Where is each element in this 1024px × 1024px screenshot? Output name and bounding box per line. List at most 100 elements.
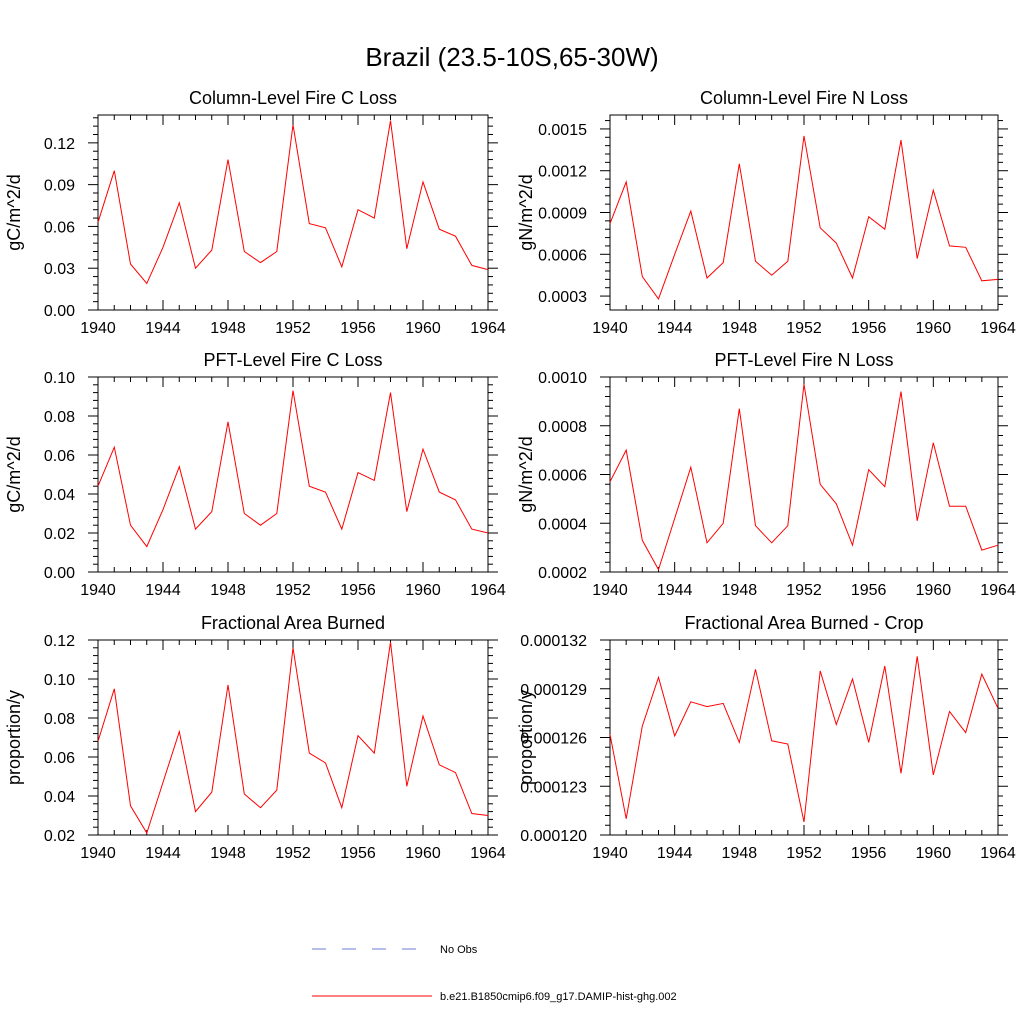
y-tick-label: 0.02 bbox=[44, 828, 75, 845]
y-tick-label: 0.00 bbox=[44, 565, 75, 582]
x-tick-label: 1944 bbox=[145, 845, 181, 862]
y-tick-label: 0.0003 bbox=[538, 289, 587, 306]
x-tick-label: 1944 bbox=[657, 582, 693, 599]
plot-frame bbox=[609, 376, 999, 573]
x-tick-label: 1956 bbox=[851, 582, 887, 599]
x-tick-label: 1956 bbox=[340, 845, 376, 862]
y-tick-label: 0.0006 bbox=[538, 468, 587, 485]
y-tick-label: 0.06 bbox=[44, 219, 75, 236]
x-tick-label: 1944 bbox=[657, 320, 693, 337]
panel-6: 1940 1944 1948 1952 1956 1960 1964 0.000120 0.00… bbox=[516, 613, 1016, 862]
y-tick-label: 0.08 bbox=[44, 409, 75, 426]
x-tick-label: 1940 bbox=[80, 320, 116, 337]
x-tick-label: 1956 bbox=[851, 845, 887, 862]
y-axis-label: gN/m^2/d bbox=[516, 436, 536, 512]
y-axis-label: gC/m^2/d bbox=[4, 436, 24, 512]
x-tick-label: 1952 bbox=[786, 845, 822, 862]
x-tick-label: 1964 bbox=[980, 320, 1016, 337]
figure-title: Brazil (23.5-10S,65-30W) bbox=[365, 42, 658, 72]
y-tick-label: 0.000123 bbox=[520, 779, 587, 796]
x-tick-label: 1960 bbox=[405, 582, 441, 599]
y-tick-label: 0.09 bbox=[44, 178, 75, 195]
series-line bbox=[97, 390, 489, 548]
y-tick-label: 0.06 bbox=[44, 750, 75, 767]
panel-title: Fractional Area Burned - Crop bbox=[684, 613, 923, 633]
x-tick-label: 1948 bbox=[722, 845, 758, 862]
panel-5: 1940 1944 1948 1952 1956 1960 1964 0.02 0.04 0.06… bbox=[4, 613, 506, 862]
plot-frame bbox=[97, 114, 489, 311]
panel-title: PFT-Level Fire N Loss bbox=[714, 350, 893, 370]
y-axis-label: gC/m^2/d bbox=[4, 174, 24, 250]
plot-frame bbox=[97, 376, 489, 573]
x-tick-label: 1944 bbox=[657, 845, 693, 862]
x-tick-label: 1952 bbox=[275, 845, 311, 862]
y-tick-label: 0.0002 bbox=[538, 565, 587, 582]
x-tick-label: 1940 bbox=[592, 320, 628, 337]
series-line bbox=[97, 641, 489, 835]
x-tick-label: 1956 bbox=[340, 582, 376, 599]
y-axis-label: gN/m^2/d bbox=[516, 174, 536, 250]
series-line bbox=[97, 120, 489, 285]
x-tick-label: 1944 bbox=[145, 582, 181, 599]
x-tick-label: 1948 bbox=[722, 582, 758, 599]
x-tick-label: 1944 bbox=[145, 320, 181, 337]
panel-title: PFT-Level Fire C Loss bbox=[203, 350, 382, 370]
y-tick-label: 0.0010 bbox=[538, 370, 587, 387]
y-tick-label: 0.06 bbox=[44, 448, 75, 465]
y-tick-label: 0.000126 bbox=[520, 731, 587, 748]
x-tick-label: 1940 bbox=[592, 845, 628, 862]
y-tick-label: 0.02 bbox=[44, 526, 75, 543]
y-tick-label: 0.0006 bbox=[538, 247, 587, 264]
plot-frame bbox=[97, 639, 489, 836]
y-tick-label: 0.10 bbox=[44, 672, 75, 689]
panel-1: 1940 1944 1948 1952 1956 1960 1964 0.00 0.03 0.06… bbox=[4, 88, 506, 337]
series-line bbox=[609, 384, 999, 571]
y-tick-label: 0.0004 bbox=[538, 516, 587, 533]
x-tick-label: 1952 bbox=[786, 320, 822, 337]
y-tick-label: 0.000120 bbox=[520, 828, 587, 845]
x-tick-label: 1940 bbox=[80, 582, 116, 599]
x-tick-label: 1952 bbox=[786, 582, 822, 599]
panel-4: 1940 1944 1948 1952 1956 1960 1964 0.0002 0.0004… bbox=[516, 350, 1016, 599]
y-tick-label: 0.04 bbox=[44, 487, 75, 504]
y-tick-label: 0.0012 bbox=[538, 164, 587, 181]
y-tick-label: 0.000129 bbox=[520, 682, 587, 699]
y-tick-label: 0.03 bbox=[44, 261, 75, 278]
x-tick-label: 1956 bbox=[340, 320, 376, 337]
x-tick-label: 1956 bbox=[851, 320, 887, 337]
x-tick-label: 1952 bbox=[275, 320, 311, 337]
y-tick-label: 0.00 bbox=[44, 303, 75, 320]
y-tick-label: 0.12 bbox=[44, 136, 75, 153]
y-tick-label: 0.12 bbox=[44, 633, 75, 650]
x-tick-label: 1964 bbox=[470, 845, 506, 862]
x-tick-label: 1948 bbox=[210, 582, 246, 599]
panel-title: Column-Level Fire N Loss bbox=[700, 88, 908, 108]
x-tick-label: 1960 bbox=[405, 320, 441, 337]
legend-label-model: b.e21.B1850cmip6.f09_g17.DAMIP-hist-ghg.… bbox=[440, 991, 677, 1003]
x-tick-label: 1952 bbox=[275, 582, 311, 599]
y-tick-label: 0.0008 bbox=[538, 419, 587, 436]
series-line bbox=[609, 135, 999, 300]
plot-frame bbox=[609, 639, 999, 836]
panel-2: 1940 1944 1948 1952 1956 1960 1964 0.0003 0.0006… bbox=[516, 88, 1016, 337]
legend: No Obs b.e21.B1850cmip6.f09_g17.DAMIP-hi… bbox=[312, 944, 677, 1003]
y-tick-label: 0.08 bbox=[44, 711, 75, 728]
x-tick-label: 1948 bbox=[210, 845, 246, 862]
x-tick-label: 1964 bbox=[980, 845, 1016, 862]
legend-label-no-obs: No Obs bbox=[440, 944, 478, 956]
x-tick-label: 1948 bbox=[210, 320, 246, 337]
x-tick-label: 1960 bbox=[916, 320, 952, 337]
x-tick-label: 1960 bbox=[405, 845, 441, 862]
x-tick-label: 1964 bbox=[470, 320, 506, 337]
x-tick-label: 1960 bbox=[916, 845, 952, 862]
y-tick-label: 0.10 bbox=[44, 370, 75, 387]
y-axis-label: proportion/y bbox=[516, 690, 536, 785]
panel-title: Column-Level Fire C Loss bbox=[189, 88, 397, 108]
panel-3: 1940 1944 1948 1952 1956 1960 1964 0.00 0.02 0.04… bbox=[4, 350, 506, 599]
x-tick-label: 1940 bbox=[592, 582, 628, 599]
x-tick-label: 1940 bbox=[80, 845, 116, 862]
x-tick-label: 1960 bbox=[916, 582, 952, 599]
y-axis-label: proportion/y bbox=[4, 690, 24, 785]
x-tick-label: 1964 bbox=[980, 582, 1016, 599]
x-tick-label: 1948 bbox=[722, 320, 758, 337]
